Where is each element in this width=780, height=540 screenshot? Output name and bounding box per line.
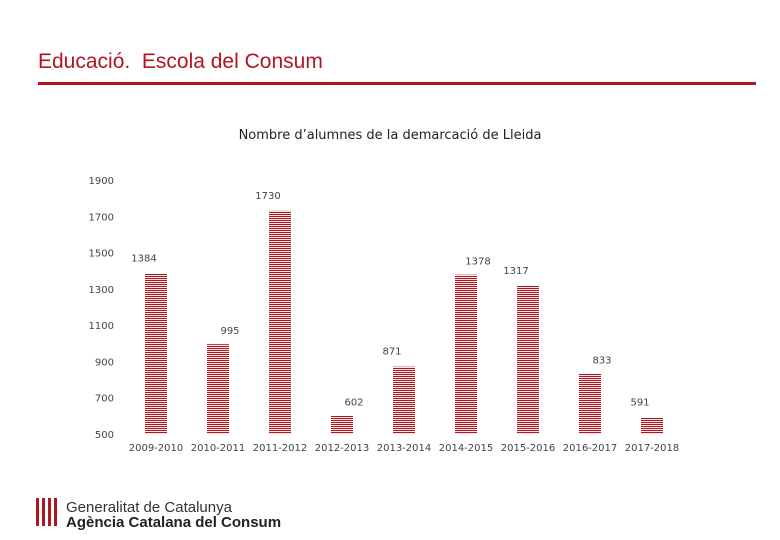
x-tick-label: 2013-2014 xyxy=(377,443,432,454)
logo-text-agencia: Agència Catalana del Consum xyxy=(66,514,282,531)
bar xyxy=(207,344,229,434)
y-tick-label: 500 xyxy=(95,430,114,441)
bar xyxy=(455,274,477,434)
y-tick-label: 1500 xyxy=(89,249,114,260)
y-tick-label: 1700 xyxy=(89,212,114,223)
y-tick-label: 1900 xyxy=(89,176,114,187)
bar xyxy=(579,373,601,434)
x-tick-label: 2012-2013 xyxy=(315,443,370,454)
bar xyxy=(145,273,167,434)
data-label: 602 xyxy=(344,397,363,408)
bar xyxy=(393,366,415,434)
y-tick-label: 900 xyxy=(95,357,114,368)
chart-title: Nombre d’alumnes de la demarcació de Lle… xyxy=(238,128,542,143)
x-tick-label: 2010-2011 xyxy=(191,443,246,454)
data-label: 1384 xyxy=(131,254,156,265)
bar xyxy=(331,415,353,434)
data-label: 1317 xyxy=(503,266,528,277)
bar xyxy=(517,285,539,434)
x-tick-label: 2015-2016 xyxy=(501,443,556,454)
senyera-icon xyxy=(34,497,60,527)
data-label: 995 xyxy=(220,326,239,337)
y-tick-label: 700 xyxy=(95,394,114,405)
x-tick-label: 2014-2015 xyxy=(439,443,494,454)
slide-title: Educació. Escola del Consum xyxy=(38,50,323,73)
data-label: 1730 xyxy=(255,191,280,202)
x-tick-label: 2009-2010 xyxy=(129,443,184,454)
data-label: 1378 xyxy=(465,257,490,268)
data-label: 591 xyxy=(630,397,649,408)
data-label: 871 xyxy=(382,347,401,358)
bar xyxy=(269,210,291,434)
logo-text-generalitat: Generalitat de Catalunya xyxy=(66,499,232,516)
title-divider xyxy=(38,82,756,85)
x-tick-label: 2016-2017 xyxy=(563,443,618,454)
bar xyxy=(641,417,663,434)
x-tick-label: 2017-2018 xyxy=(625,443,680,454)
x-tick-label: 2011-2012 xyxy=(253,443,308,454)
y-tick-label: 1300 xyxy=(89,285,114,296)
data-label: 833 xyxy=(592,356,611,367)
y-tick-label: 1100 xyxy=(89,321,114,332)
